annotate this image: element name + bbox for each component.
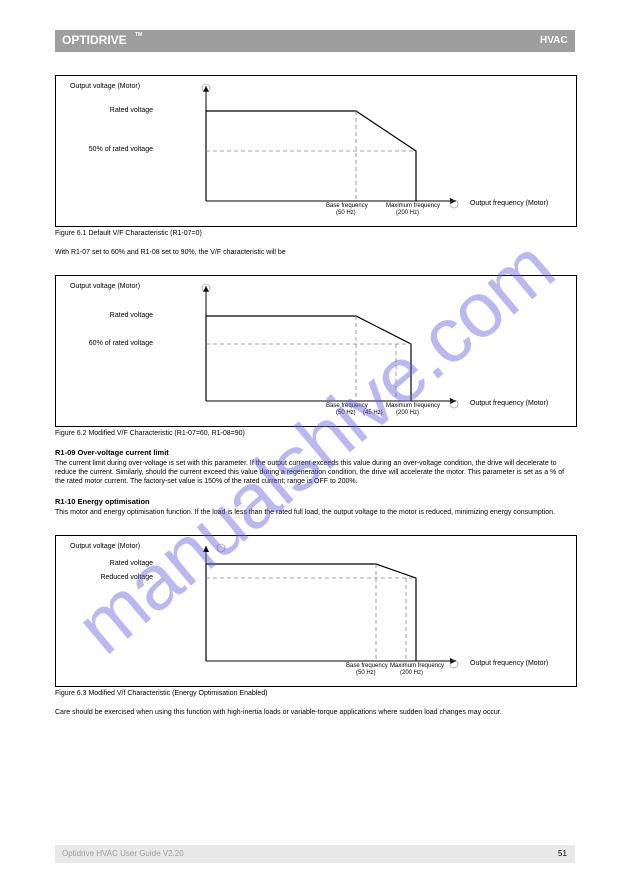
header-tm: TM	[135, 32, 142, 38]
d1-yaxis: Output voltage (Motor)	[70, 83, 150, 91]
d2-heading2: R1-10 Energy optimisation	[55, 497, 150, 506]
d2-ytick1: Rated voltage	[105, 312, 153, 320]
d2-heading1: R1-09 Over-voltage current limit	[55, 448, 169, 457]
d1-fv1: (50 Hz)	[336, 210, 356, 217]
d3-following: Care should be exercised when using this…	[55, 708, 575, 717]
d3-yaxis: Output voltage (Motor)	[70, 543, 150, 551]
d3-fv2: (200 Hz)	[400, 670, 423, 677]
d1-following: With R1-07 set to 60% and R1-08 set to 9…	[55, 248, 575, 257]
d3-ytick1: Rated voltage	[105, 560, 153, 568]
d1-ytick2: 50% of rated voltage	[85, 146, 153, 154]
d3-ytick2: Reduced voltage	[95, 574, 153, 582]
d3-xaxis: Output frequency (Motor)	[470, 660, 548, 668]
d1-xaxis: Output frequency (Motor)	[470, 200, 548, 208]
header-bar	[55, 30, 575, 52]
d1-fv2: (200 Hz)	[396, 210, 419, 217]
header-right: HVAC	[540, 35, 568, 46]
header-left: OPTIDRIVE	[62, 33, 127, 47]
d2-body2: This motor and energy optimisation funct…	[55, 508, 575, 517]
footer-text: Optidrive HVAC User Guide V2.20	[62, 849, 184, 858]
d2-yaxis: Output voltage (Motor)	[70, 283, 150, 291]
d2-fv1: (50 Hz)	[336, 410, 356, 417]
d3-caption: Figure 6.3 Modified V/f Characteristic (…	[55, 690, 267, 698]
d2-ytick2: 60% of rated voltage	[85, 340, 153, 348]
d2-body1: The current limit during over-voltage is…	[55, 459, 575, 486]
d1-caption: Figure 6.1 Default V/F Characteristic (R…	[55, 230, 202, 238]
page-number: 51	[558, 849, 567, 858]
d2-fv3: (45 Hz)	[363, 410, 383, 417]
d3-fv1: (50 Hz)	[356, 670, 376, 677]
d2-xaxis: Output frequency (Motor)	[470, 400, 548, 408]
d2-caption: Figure 6.2 Modified V/F Characteristic (…	[55, 430, 245, 438]
d1-ytick1: Rated voltage	[105, 107, 153, 115]
d2-fv2: (200 Hz)	[396, 410, 419, 417]
